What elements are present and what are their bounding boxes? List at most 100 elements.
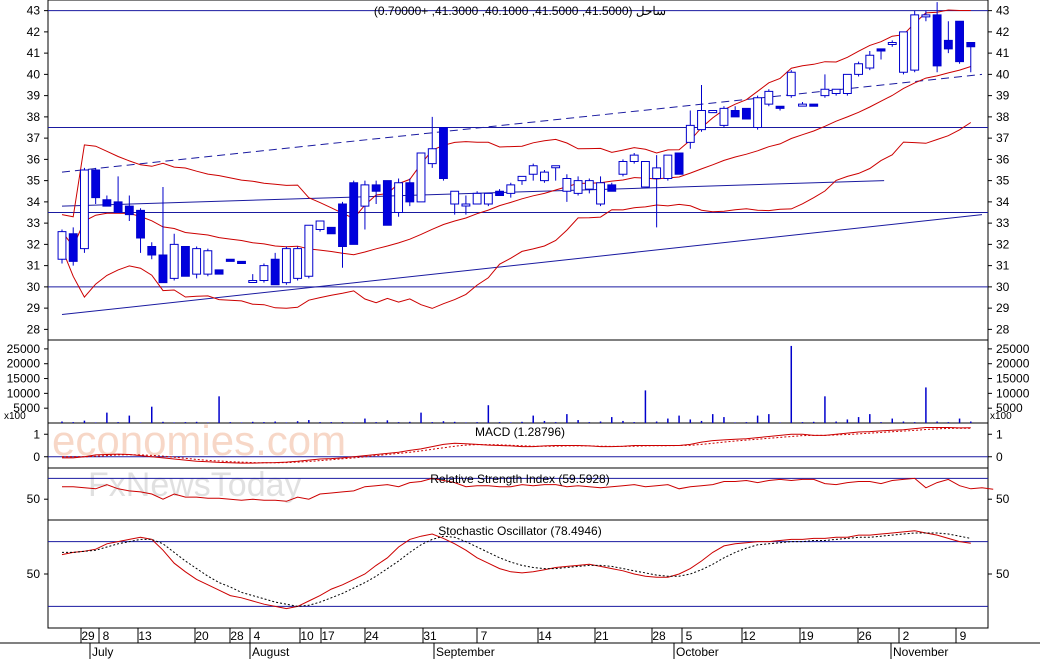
stochastic-tick-label-left: 50 [27,567,41,581]
candle-body [405,182,415,203]
candle-body [326,226,336,235]
price-tick-label-right: 32 [996,237,1010,251]
x-day-label: 17 [321,629,335,643]
x-day-label: 29 [81,629,95,643]
price-tick-label-left: 38 [27,110,41,124]
x-day-label: 20 [195,629,209,643]
candle-body [618,161,628,175]
candle-body [270,258,280,286]
candle-body [966,42,976,48]
candle-body [697,110,706,131]
candle-body [899,31,908,73]
price-tick-label-left: 36 [27,152,41,166]
candle-body [674,152,684,175]
x-day-label: 13 [138,629,152,643]
candle-body [562,178,572,192]
candle-body [943,39,953,50]
candle-body [741,107,751,120]
candle-body [775,105,785,109]
candle-body [865,54,875,69]
watermark: economies.com FxNewsToday [52,417,346,504]
volume-tick-label-left: 15000 [7,372,41,386]
x-day-label: 21 [595,629,609,643]
price-tick-label-left: 35 [27,174,41,188]
x-day-label: 14 [538,629,552,643]
candle-body [495,190,504,196]
price-tick-label-left: 39 [27,89,41,103]
candle-body [68,233,78,262]
stochastic-series-0 [61,530,971,610]
panel-frame-0 [47,0,989,341]
volume-tick-label-right: 20000 [996,357,1030,371]
candle-body [517,175,527,182]
candle-body [169,243,179,279]
volume-tick-label-left: 10000 [7,386,41,400]
candle-body [113,201,123,213]
candle-body [338,203,347,247]
candle-body [730,110,740,118]
candle-body [921,14,931,18]
macd-title: MACD (1.28796) [475,425,565,439]
volume-tick-label-right: 5000 [996,401,1023,415]
price-tick-label-right: 33 [996,216,1010,230]
candle-body [461,203,471,207]
price-tick-label-right: 38 [996,110,1010,124]
candle-body [809,103,819,107]
candle-body [506,184,516,194]
candle-body [225,258,235,262]
candle-body [528,165,538,175]
candle-body [540,171,549,182]
candle-body [102,199,112,207]
candle-body [584,180,594,190]
macd-tick-label-right: 1 [996,427,1003,441]
x-day-label: 28 [230,629,244,643]
candle-body [349,182,359,245]
macd-tick-label-right: 0 [996,450,1003,464]
price-tick-label-left: 34 [27,195,41,209]
candle-body [91,169,101,199]
candle-body [259,265,269,281]
candle-body [629,154,639,162]
price-tick-label-right: 28 [996,322,1010,336]
candle-body [876,48,886,52]
x-day-label: 24 [365,629,379,643]
candle-body [640,161,650,188]
candle-body [472,192,482,205]
candle-body [281,248,291,284]
volume-tick-label-right: 15000 [996,372,1030,386]
candle-body [663,154,673,179]
candle-body [607,184,617,192]
stochastic-tick-label-right: 50 [996,567,1010,581]
bollinger-middle [61,66,971,256]
price-tick-label-left: 31 [27,259,41,273]
macd-tick-label-left: 0 [33,450,40,464]
x-day-label: 19 [800,629,814,643]
volume-tick-label-left: 20000 [7,357,41,371]
candle-body [147,246,157,256]
candle-body [551,165,561,169]
price-tick-label-right: 37 [996,131,1010,145]
price-tick-label-left: 32 [27,237,41,251]
price-tick-label-right: 30 [996,280,1010,294]
candle-body [439,127,448,179]
rsi-title: Relative Strength Index (59.5928) [430,472,609,486]
x-day-label: 2 [903,629,910,643]
candle-body [887,42,897,45]
price-tick-label-left: 41 [27,46,41,60]
candle-body [382,180,392,226]
candle-body [820,88,830,97]
volume-tick-label-right: 10000 [996,386,1030,400]
price-tick-label-right: 40 [996,67,1010,81]
x-day-label: 7 [481,629,488,643]
price-tick-label-left: 29 [27,301,41,315]
price-tick-label-left: 42 [27,25,41,39]
x-day-label: 26 [858,629,872,643]
x-day-label: 31 [423,629,437,643]
candle-body [293,248,303,279]
price-tick-label-left: 30 [27,280,41,294]
price-tick-label-right: 39 [996,89,1010,103]
price-tick-label-right: 41 [996,46,1010,60]
